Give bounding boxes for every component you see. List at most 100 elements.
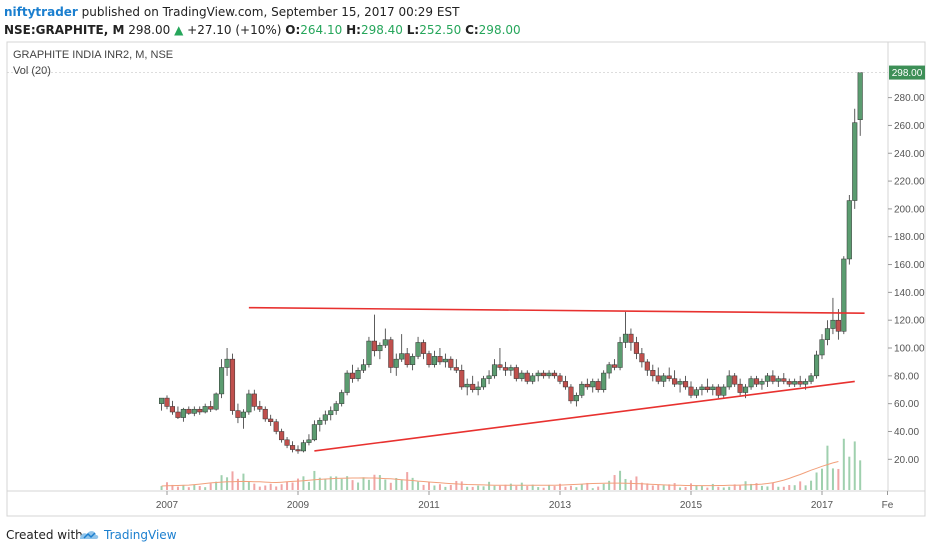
candle-body xyxy=(246,393,252,413)
price-chart[interactable]: 20.00 40.00 60.00 80.00 100.00 120.00 140.00 16… xyxy=(0,39,932,519)
volume-bar xyxy=(182,485,185,490)
y-tick-label: 220.00 xyxy=(894,177,925,188)
volume-bar xyxy=(679,487,682,490)
volume-bar xyxy=(848,456,851,490)
up-arrow-icon: ▲ xyxy=(174,23,184,37)
volume-bar xyxy=(564,486,567,490)
volume-bar xyxy=(717,486,720,490)
candle xyxy=(852,108,858,209)
candle xyxy=(808,373,814,385)
candle xyxy=(448,356,454,371)
chart-title: GRAPHITE INDIA INR2, M, NSE xyxy=(13,49,173,61)
volume-bar xyxy=(286,481,289,490)
volume-bar xyxy=(782,486,785,490)
candle-body xyxy=(786,381,792,385)
volume-bar xyxy=(793,485,796,490)
candle xyxy=(644,359,650,376)
candle xyxy=(710,384,716,396)
volume-bar xyxy=(318,477,321,490)
candle-body xyxy=(666,375,672,379)
volume-bars xyxy=(160,438,862,490)
candle-body xyxy=(382,339,388,346)
candle-body xyxy=(808,375,814,382)
candle-body xyxy=(235,410,241,418)
volume-bar xyxy=(351,480,354,490)
candle xyxy=(273,418,279,435)
x-axis: 2007 2009 2011 2013 2015 2017 Fe xyxy=(156,491,894,511)
volume-bar xyxy=(406,472,409,490)
candle-body xyxy=(737,383,743,393)
candle-body xyxy=(644,361,650,371)
candle-body xyxy=(197,408,203,413)
candle-body xyxy=(835,319,841,332)
candle-body xyxy=(279,431,285,441)
open-label: O: xyxy=(285,23,301,37)
volume-bar xyxy=(629,480,632,490)
candle xyxy=(835,309,841,340)
y-axis: 20.00 40.00 60.00 80.00 100.00 120.00 140.00 16… xyxy=(7,72,925,466)
candle-body xyxy=(290,445,296,450)
volume-bar xyxy=(744,481,747,490)
candle-body xyxy=(824,328,830,340)
candle xyxy=(814,350,820,379)
candle-body xyxy=(562,381,568,388)
volume-bar xyxy=(602,483,605,490)
candle-body xyxy=(857,72,863,120)
candle xyxy=(350,364,356,383)
candle-body xyxy=(481,378,487,388)
volume-bar xyxy=(335,476,338,490)
volume-bar xyxy=(269,483,272,490)
volume-bar xyxy=(826,445,829,490)
volume-bar xyxy=(428,482,430,490)
footer: Created with TradingView xyxy=(0,520,932,550)
candle xyxy=(219,359,225,399)
volume-bar xyxy=(509,483,512,490)
last-price-tag: 298.00 xyxy=(889,65,925,80)
candle-body xyxy=(169,406,175,413)
candle xyxy=(306,434,312,446)
volume-bar xyxy=(608,480,611,490)
candle-body xyxy=(612,364,618,368)
candle-body xyxy=(300,442,306,452)
candle-body xyxy=(459,370,465,388)
candle xyxy=(453,359,459,374)
author-link[interactable]: niftytrader xyxy=(4,5,78,19)
last-price: 298.00 xyxy=(128,23,171,37)
x-tick-label: 2013 xyxy=(549,500,572,511)
candle-body xyxy=(180,408,186,418)
volume-bar xyxy=(395,478,398,490)
candle xyxy=(481,375,487,390)
candle xyxy=(290,441,296,453)
tradingview-link[interactable]: TradingView xyxy=(104,528,177,542)
volume-bar xyxy=(193,484,196,490)
volume-bar xyxy=(187,487,190,490)
candle-body xyxy=(524,372,530,382)
volume-ma-line xyxy=(161,461,839,487)
candle-body xyxy=(508,367,514,371)
candle-body xyxy=(311,424,317,441)
candle xyxy=(426,350,432,368)
volume-bar xyxy=(766,486,769,490)
candle xyxy=(404,348,410,368)
candle-body xyxy=(541,372,547,377)
candle xyxy=(339,389,345,407)
candle xyxy=(661,373,667,387)
volume-bar xyxy=(324,478,327,490)
candle xyxy=(355,367,361,382)
volume-bar xyxy=(291,482,294,490)
candle-body xyxy=(388,339,394,368)
volume-bar xyxy=(280,484,283,490)
tradingview-logo-icon[interactable] xyxy=(78,527,100,543)
volume-bar xyxy=(859,460,862,490)
volume-bar xyxy=(815,472,818,490)
candle xyxy=(377,342,383,360)
candle-body xyxy=(328,410,334,416)
volume-bar xyxy=(559,483,561,490)
candle-body xyxy=(491,364,498,377)
candle-body xyxy=(333,403,339,411)
y-tick-label: 180.00 xyxy=(894,232,925,243)
candle-body xyxy=(262,408,268,420)
candle xyxy=(770,370,776,385)
created-with-text: Created with xyxy=(6,528,83,542)
candle xyxy=(186,406,192,415)
